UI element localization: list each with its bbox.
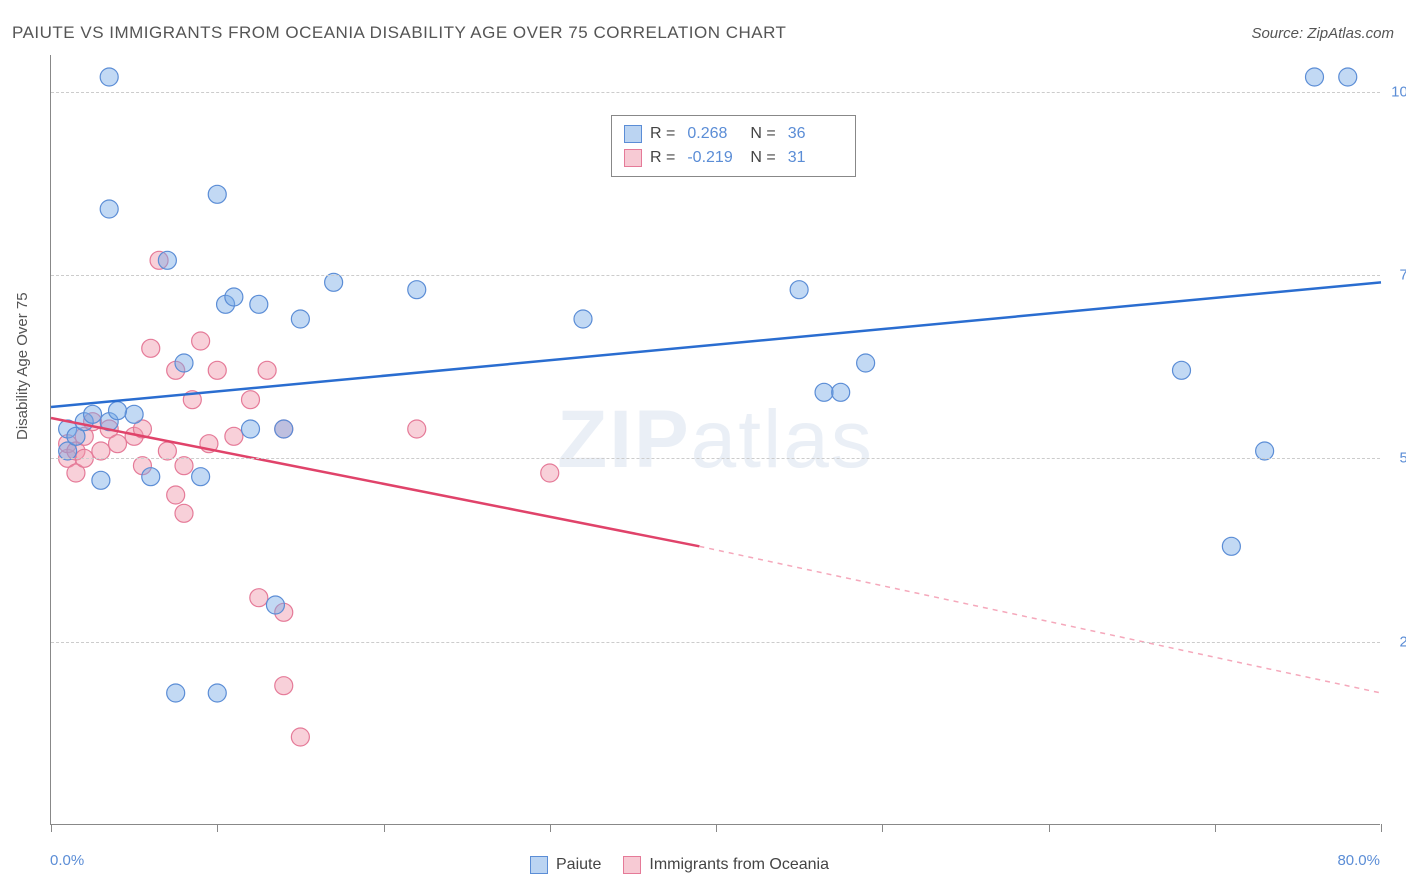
- gridline: [51, 275, 1380, 276]
- point-pink: [225, 427, 243, 445]
- point-blue: [1339, 68, 1357, 86]
- n-label: N =: [750, 125, 775, 143]
- swatch-blue: [624, 125, 642, 143]
- x-tick: [217, 824, 218, 832]
- swatch-pink: [623, 856, 641, 874]
- x-tick: [550, 824, 551, 832]
- y-tick-label: 50.0%: [1387, 450, 1406, 467]
- x-tick: [1381, 824, 1382, 832]
- legend-item-pink: Immigrants from Oceania: [623, 856, 829, 874]
- gridline: [51, 458, 1380, 459]
- legend-series: Paiute Immigrants from Oceania: [530, 856, 829, 874]
- x-tick: [716, 824, 717, 832]
- point-pink: [541, 464, 559, 482]
- point-blue: [109, 402, 127, 420]
- point-blue: [266, 596, 284, 614]
- point-pink: [142, 339, 160, 357]
- point-pink: [109, 435, 127, 453]
- y-axis-title: Disability Age Over 75: [14, 292, 31, 440]
- point-blue: [208, 684, 226, 702]
- series-label-blue: Paiute: [556, 856, 601, 874]
- point-blue: [167, 684, 185, 702]
- point-blue: [250, 295, 268, 313]
- point-blue: [242, 420, 260, 438]
- swatch-blue: [530, 856, 548, 874]
- legend-stats-row-blue: R = 0.268 N = 36: [624, 122, 843, 146]
- point-pink: [408, 420, 426, 438]
- x-tick: [1215, 824, 1216, 832]
- n-value-pink: 31: [788, 149, 843, 167]
- point-blue: [100, 68, 118, 86]
- point-blue: [815, 383, 833, 401]
- trendline-pink-dash: [699, 546, 1381, 693]
- point-blue: [100, 200, 118, 218]
- series-label-pink: Immigrants from Oceania: [649, 856, 829, 874]
- point-blue: [92, 471, 110, 489]
- point-blue: [125, 405, 143, 423]
- point-pink: [275, 677, 293, 695]
- point-blue: [208, 185, 226, 203]
- point-blue: [275, 420, 293, 438]
- point-pink: [242, 391, 260, 409]
- point-pink: [258, 361, 276, 379]
- point-blue: [832, 383, 850, 401]
- point-blue: [325, 273, 343, 291]
- swatch-pink: [624, 149, 642, 167]
- n-label: N =: [750, 149, 775, 167]
- point-pink: [167, 486, 185, 504]
- x-max-label: 80.0%: [1337, 852, 1380, 869]
- point-blue: [158, 251, 176, 269]
- point-blue: [84, 405, 102, 423]
- point-blue: [574, 310, 592, 328]
- y-tick-label: 25.0%: [1387, 633, 1406, 650]
- point-pink: [192, 332, 210, 350]
- point-pink: [92, 442, 110, 460]
- r-value-pink: -0.219: [687, 149, 742, 167]
- r-label: R =: [650, 149, 675, 167]
- point-pink: [175, 457, 193, 475]
- point-pink: [208, 361, 226, 379]
- point-pink: [175, 504, 193, 522]
- source-label: Source: ZipAtlas.com: [1251, 25, 1394, 42]
- point-blue: [291, 310, 309, 328]
- point-blue: [1222, 537, 1240, 555]
- point-blue: [192, 468, 210, 486]
- chart-title: PAIUTE VS IMMIGRANTS FROM OCEANIA DISABI…: [12, 23, 786, 43]
- point-blue: [1306, 68, 1324, 86]
- point-blue: [1256, 442, 1274, 460]
- x-tick: [882, 824, 883, 832]
- y-tick-label: 75.0%: [1387, 267, 1406, 284]
- point-blue: [857, 354, 875, 372]
- gridline: [51, 642, 1380, 643]
- x-min-label: 0.0%: [50, 852, 84, 869]
- r-label: R =: [650, 125, 675, 143]
- x-tick: [1049, 824, 1050, 832]
- r-value-blue: 0.268: [687, 125, 742, 143]
- point-blue: [142, 468, 160, 486]
- n-value-blue: 36: [788, 125, 843, 143]
- legend-stats: R = 0.268 N = 36 R = -0.219 N = 31: [611, 115, 856, 177]
- gridline: [51, 92, 1380, 93]
- point-blue: [225, 288, 243, 306]
- plot-area: ZIPatlas R = 0.268 N = 36 R = -0.219 N =…: [50, 55, 1380, 825]
- point-pink: [158, 442, 176, 460]
- point-pink: [291, 728, 309, 746]
- legend-item-blue: Paiute: [530, 856, 601, 874]
- y-tick-label: 100.0%: [1387, 83, 1406, 100]
- point-blue: [175, 354, 193, 372]
- point-blue: [408, 281, 426, 299]
- x-tick: [51, 824, 52, 832]
- point-pink: [250, 589, 268, 607]
- point-blue: [790, 281, 808, 299]
- point-blue: [1173, 361, 1191, 379]
- x-tick: [384, 824, 385, 832]
- legend-stats-row-pink: R = -0.219 N = 31: [624, 146, 843, 170]
